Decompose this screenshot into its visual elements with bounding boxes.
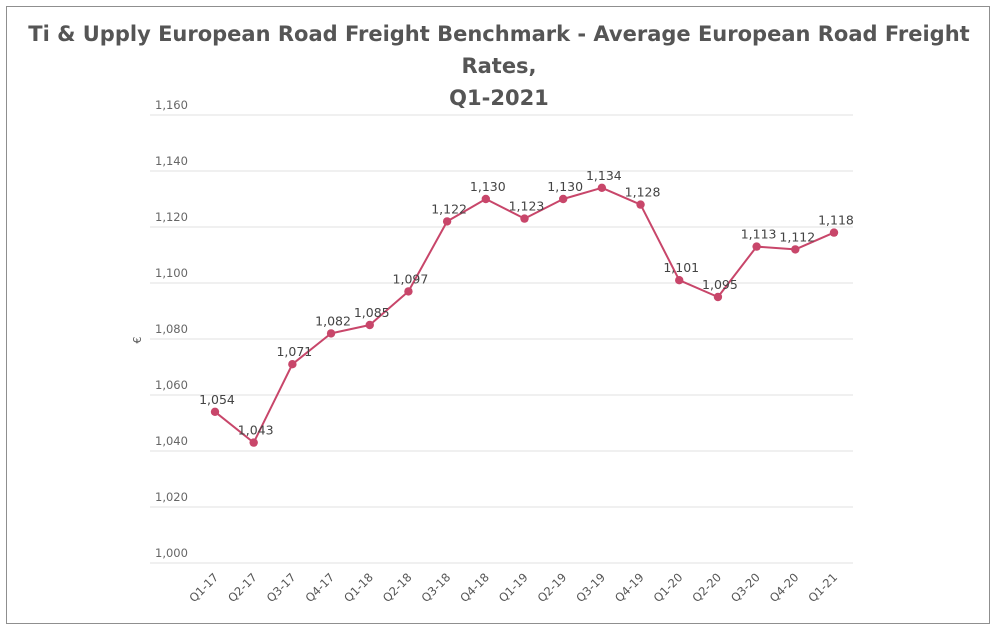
x-tick-label: Q2-18	[380, 570, 415, 605]
x-tick-label: Q3-19	[573, 570, 608, 605]
data-label: 1,122	[431, 201, 467, 216]
data-label: 1,101	[663, 260, 699, 275]
y-tick-label: 1,120	[155, 210, 188, 224]
y-tick-label: 1,160	[155, 98, 188, 112]
x-tick-label: Q1-20	[651, 570, 686, 605]
data-point	[481, 194, 491, 204]
x-tick-label: Q4-19	[612, 570, 647, 605]
x-tick-label: Q1-17	[186, 570, 221, 605]
data-point	[752, 242, 761, 251]
data-point	[829, 228, 839, 237]
data-point	[326, 329, 336, 338]
data-point	[249, 438, 258, 447]
x-tick-label: Q3-17	[264, 570, 299, 605]
y-tick-label: 1,060	[155, 378, 188, 392]
x-tick-label: Q2-19	[535, 570, 570, 605]
x-tick-label: Q1-21	[805, 570, 840, 605]
chart-title-line-1: Ti & Upply European Road Freight Benchma…	[28, 22, 970, 78]
data-point	[404, 287, 413, 296]
data-label: 1,043	[238, 423, 274, 438]
data-label: 1,128	[625, 185, 661, 200]
data-point	[558, 194, 568, 204]
data-point	[597, 183, 607, 192]
chart-title-line-2: Q1-2021	[449, 86, 549, 110]
data-label: 1,097	[393, 271, 429, 286]
y-tick-label: 1,000	[155, 546, 188, 560]
chart-frame	[6, 6, 990, 624]
data-label: 1,112	[779, 229, 815, 244]
x-tick-label: Q2-17	[225, 570, 260, 605]
chart-title: Ti & Upply European Road Freight Benchma…	[0, 18, 998, 114]
x-tick-label: Q3-20	[728, 570, 763, 605]
data-label: 1,123	[509, 199, 545, 214]
x-tick-label: Q2-20	[689, 570, 724, 605]
data-label: 1,134	[586, 168, 622, 183]
data-label: 1,095	[702, 277, 738, 292]
x-tick-label: Q4-17	[302, 570, 337, 605]
y-tick-label: 1,040	[155, 434, 188, 448]
data-label: 1,054	[199, 392, 235, 407]
x-tick-label: Q4-20	[767, 570, 802, 605]
data-label: 1,118	[818, 213, 854, 228]
data-label: 1,082	[315, 313, 351, 328]
data-point	[791, 245, 800, 254]
y-tick-label: 1,100	[155, 266, 188, 280]
data-label: 1,085	[354, 305, 390, 320]
y-tick-label: 1,020	[155, 490, 188, 504]
y-axis-label: €	[131, 337, 144, 344]
data-point	[636, 200, 645, 209]
x-tick-label: Q1-18	[341, 570, 376, 605]
data-point	[520, 214, 529, 223]
x-tick-label: Q1-19	[496, 570, 531, 605]
data-point	[210, 407, 220, 416]
data-point	[288, 360, 297, 369]
x-tick-label: Q4-18	[457, 570, 492, 605]
data-point	[442, 217, 452, 226]
data-label: 1,130	[547, 179, 583, 194]
data-point	[713, 292, 723, 302]
data-point	[365, 320, 374, 330]
y-tick-label: 1,080	[155, 322, 188, 336]
data-label: 1,130	[470, 179, 506, 194]
data-label: 1,071	[276, 344, 312, 359]
data-point	[675, 276, 684, 285]
x-tick-label: Q3-18	[418, 570, 453, 605]
data-label: 1,113	[741, 227, 777, 242]
y-tick-label: 1,140	[155, 154, 188, 168]
